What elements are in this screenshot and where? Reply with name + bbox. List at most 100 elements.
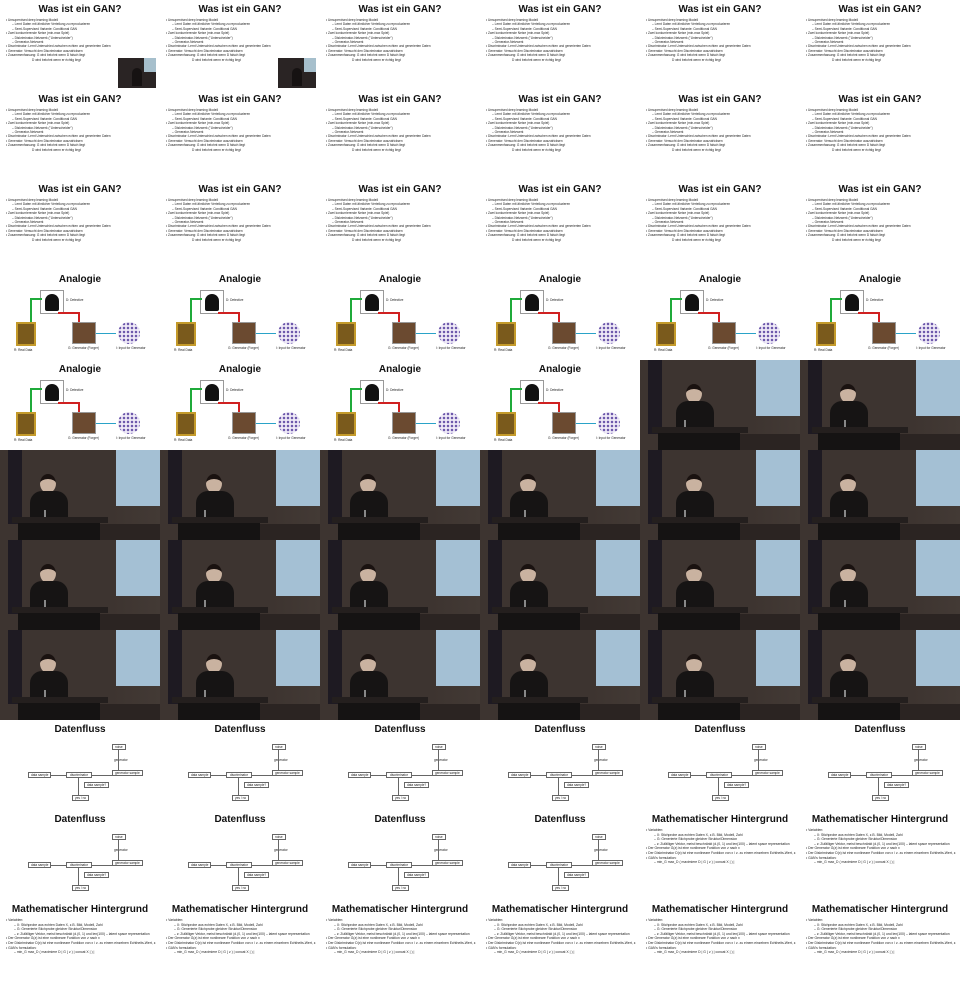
curtain [808, 540, 822, 614]
generator-label: generator [592, 758, 610, 762]
podium [812, 427, 908, 450]
slide-title: Was ist ein GAN? [678, 94, 762, 105]
bullet-list: Unsupervised deep learning ModellLernt D… [326, 198, 476, 242]
bullet-item: Der Generator G(z) ist eine nonlineare F… [6, 936, 156, 941]
flow-line [572, 775, 592, 776]
bullet-item: Diskriminator-Netzwerk ("Unterscheider") [486, 36, 636, 40]
noise-box: noise [912, 744, 926, 750]
frame-video [640, 630, 800, 720]
frame-gan: Was ist ein GAN? Unsupervised deep learni… [320, 0, 480, 90]
microphone [684, 600, 686, 612]
projector-screen [756, 360, 800, 416]
forger-image [552, 412, 576, 434]
bullet-item: Unsupervised deep learning Modell [166, 18, 316, 22]
curtain [808, 360, 822, 434]
bullet-list: Variablen:X: Stichprobe aus echten Daten… [486, 918, 636, 955]
bullet-item: Zwei konkurrierende Netze (min-max Spiel… [326, 121, 476, 125]
forger-label: G: Generator (Forger) [228, 346, 259, 350]
bullet-item: Der Diskriminator D(x) ist eine nonlinea… [646, 941, 796, 946]
podium [652, 697, 748, 720]
bullet-item: G: Generierte Stichprobe gleicher Strukt… [166, 927, 316, 932]
forger-image [72, 322, 96, 344]
frame-datenfluss: Datenfluss noise generator data sample discr… [800, 720, 960, 810]
projector-screen [436, 540, 480, 596]
stage-floor [900, 524, 960, 540]
real-data-image [816, 322, 836, 346]
frame-gan: Was ist ein GAN? Unsupervised deep learni… [160, 90, 320, 180]
detective-label: D: Detective [386, 298, 404, 302]
frame-gan: Was ist ein GAN? Unsupervised deep learni… [0, 90, 160, 180]
forger-image [712, 322, 736, 344]
slide-title: Analogie [698, 274, 742, 285]
input-label: I: Input for Generator [436, 346, 466, 350]
bullet-item: Der Generator G(z) ist eine nonlineare F… [806, 936, 956, 941]
generator-to-detective-arrow [698, 312, 720, 324]
real-data-image [496, 322, 516, 346]
curtain [648, 540, 662, 614]
yes-no-box: yes / no [872, 795, 890, 801]
detective-label: D: Detective [66, 388, 84, 392]
frame-video [320, 450, 480, 540]
real-data-label: R: Real Data [494, 348, 513, 352]
bullet-item: Zusammenfassung: G wird belohnt wenn D f… [486, 233, 636, 237]
bullet-item: z: Zufälliger Vektor, meist beschränkt (… [806, 842, 956, 847]
bullet-item: Generator: Versucht den Discriminator au… [806, 49, 956, 53]
bullet-item: min_G max_D ( maximiere D | G ( z ) | co… [646, 860, 796, 865]
slide-title: Analogie [378, 274, 422, 285]
bullet-item: Variablen: [806, 828, 956, 833]
bullet-item: Diskriminator-Netzwerk ("Unterscheider") [806, 126, 956, 130]
bullet-item: Semi-Supervised Variante: Conditional GA… [486, 117, 636, 121]
generator-label: generator [592, 848, 610, 852]
bullet-item: Diskriminator-Netzwerk ("Unterscheider") [166, 126, 316, 130]
speaker-body [830, 401, 868, 431]
curtain [488, 540, 502, 614]
forger-image [232, 322, 256, 344]
discriminator-box: discriminator [386, 772, 412, 778]
detective-label: D: Detective [66, 298, 84, 302]
frame-datenfluss: Datenfluss noise generator data sample discr… [160, 720, 320, 810]
bullet-item: GAN's formulation: [166, 946, 316, 951]
bullet-item: Diskriminator-Netzwerk ("Unterscheider") [486, 126, 636, 130]
bullet-item: Semi-Supervised Variante: Conditional GA… [166, 207, 316, 211]
projector-screen [144, 58, 156, 72]
slide-title: Datenfluss [534, 814, 586, 825]
detective-silhouette [365, 294, 379, 311]
flow-line [78, 778, 79, 795]
bullet-item: Generator: Versucht den Discriminator au… [326, 229, 476, 233]
frame-video [0, 540, 160, 630]
stage-floor [580, 704, 640, 720]
flow-line [558, 778, 559, 795]
noise-image [438, 322, 460, 344]
bullet-item: z: Zufälliger Vektor, meist beschränkt (… [326, 932, 476, 937]
real-data-label: R: Real Data [334, 438, 353, 442]
generator-to-detective-arrow [378, 402, 400, 414]
bullet-item: Generator-Netzwerk [6, 130, 156, 134]
projector-screen [436, 450, 480, 506]
curtain [328, 450, 342, 524]
real-data-label: R: Real Data [334, 348, 353, 352]
stage-floor [900, 704, 960, 720]
speaker-head [40, 564, 56, 583]
bullet-item: Der Generator G(z) ist eine nonlineare F… [646, 846, 796, 851]
generator-sample-box: generator sample [432, 770, 463, 776]
input-label: I: Input for Generator [596, 436, 626, 440]
bullet-item: Zusammenfassung: G wird belohnt wenn D f… [806, 143, 956, 147]
bullet-item: Generator-Netzwerk [166, 220, 316, 224]
discriminator-box: discriminator [706, 772, 732, 778]
bullet-item: Semi-Supervised Variante: Conditional GA… [806, 117, 956, 121]
detective-silhouette [45, 384, 59, 401]
frame-gan: Was ist ein GAN? Unsupervised deep learni… [800, 90, 960, 180]
speaker-body [30, 671, 68, 701]
bullet-item: Generator-Netzwerk [646, 220, 796, 224]
speaker-head [206, 474, 222, 493]
frame-datenfluss: Datenfluss noise generator data sample discr… [0, 720, 160, 810]
frame-gan: Was ist ein GAN? Unsupervised deep learni… [0, 180, 160, 270]
bullet-item: Generator: Versucht den Discriminator au… [6, 139, 156, 143]
bullet-list: Variablen:X: Stichprobe aus echten Daten… [6, 918, 156, 955]
data-sample-question: data sample? [84, 782, 110, 788]
bullet-item: Semi-Supervised Variante: Conditional GA… [806, 27, 956, 31]
curtain [328, 630, 342, 704]
slide-title: Was ist ein GAN? [38, 4, 122, 15]
bullet-item: G: Generierte Stichprobe gleicher Strukt… [806, 927, 956, 932]
noise-image [598, 322, 620, 344]
